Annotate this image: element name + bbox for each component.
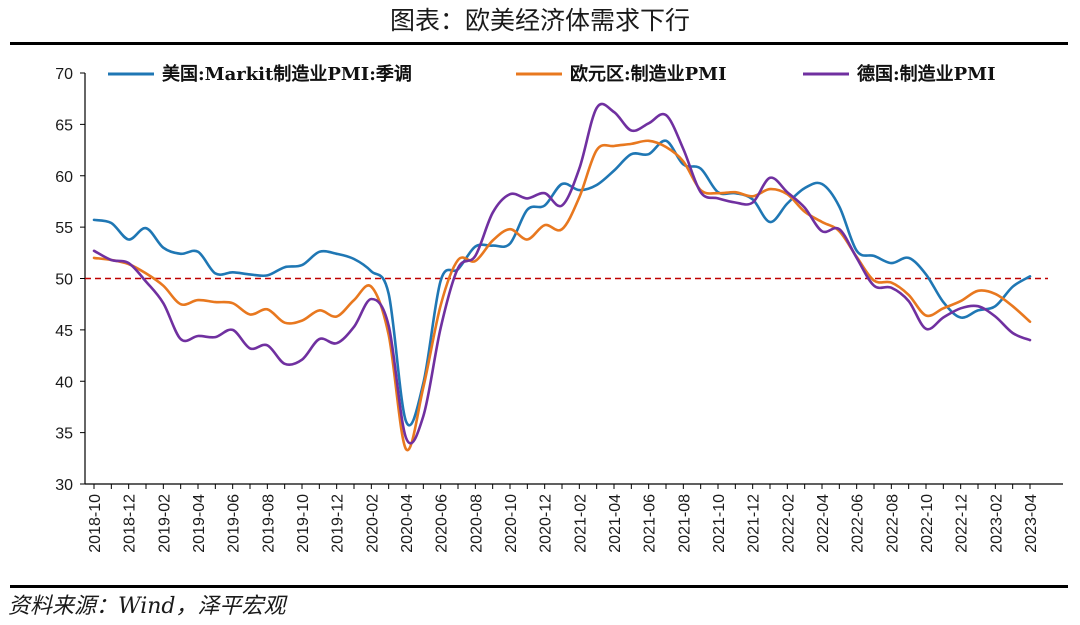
legend-germany-pmi-label: 德国:制造业PMI xyxy=(857,63,996,85)
source-note: 资料来源：Wind，泽平宏观 xyxy=(8,594,286,619)
legend-us-markit-pmi-label: 美国:Markit制造业PMI:季调 xyxy=(162,63,412,85)
series-germany-pmi xyxy=(92,102,1032,445)
x-tick-label: 2022-10 xyxy=(919,494,936,553)
x-tick-label: 2020-08 xyxy=(468,494,485,553)
x-tick-label: 2020-10 xyxy=(503,494,520,553)
x-tick-label: 2020-04 xyxy=(399,494,416,553)
x-tick-label: 2021-12 xyxy=(746,494,763,553)
bottom-rule xyxy=(10,585,1068,588)
x-tick-label: 2020-02 xyxy=(364,494,381,553)
y-tick-label: 70 xyxy=(55,66,73,83)
x-tick-label: 2023-04 xyxy=(1023,494,1040,553)
x-tick-label: 2021-06 xyxy=(642,494,659,553)
y-tick-label: 35 xyxy=(55,426,73,443)
y-tick-label: 50 xyxy=(55,272,73,289)
x-tick-label: 2018-12 xyxy=(122,494,139,553)
x-tick-label: 2019-04 xyxy=(191,494,208,553)
x-tick-label: 2021-04 xyxy=(607,494,624,553)
x-tick-label: 2019-12 xyxy=(330,494,347,553)
x-tick-label: 2022-12 xyxy=(954,494,971,553)
x-tick-label: 2023-02 xyxy=(988,494,1005,553)
x-tick-label: 2019-08 xyxy=(260,494,277,553)
x-tick-label: 2022-06 xyxy=(850,494,867,553)
x-tick-label: 2020-12 xyxy=(538,494,555,553)
x-tick-label: 2019-02 xyxy=(156,494,173,553)
chart-title: 图表：欧美经济体需求下行 xyxy=(389,6,690,35)
x-tick-label: 2020-06 xyxy=(434,494,451,553)
y-tick-label: 55 xyxy=(55,220,73,237)
series-eurozone-pmi xyxy=(92,139,1032,452)
y-tick-label: 30 xyxy=(55,477,73,494)
x-tick-label: 2022-04 xyxy=(815,494,832,553)
top-rule xyxy=(10,42,1068,45)
y-tick-label: 45 xyxy=(55,323,73,340)
x-tick-label: 2021-10 xyxy=(711,494,728,553)
x-tick-label: 2022-08 xyxy=(884,494,901,553)
x-tick-label: 2022-02 xyxy=(780,494,797,553)
y-tick-label: 60 xyxy=(55,169,73,186)
x-tick-label: 2021-08 xyxy=(676,494,693,553)
x-tick-label: 2019-06 xyxy=(226,494,243,553)
legend-eurozone-pmi-label: 欧元区:制造业PMI xyxy=(570,63,727,85)
x-tick-label: 2021-02 xyxy=(572,494,589,553)
series-us-markit-pmi xyxy=(92,139,1032,427)
x-tick-label: 2019-10 xyxy=(295,494,312,553)
x-tick-label: 2018-10 xyxy=(87,494,104,553)
y-tick-label: 40 xyxy=(55,374,73,391)
y-tick-label: 65 xyxy=(55,117,73,134)
